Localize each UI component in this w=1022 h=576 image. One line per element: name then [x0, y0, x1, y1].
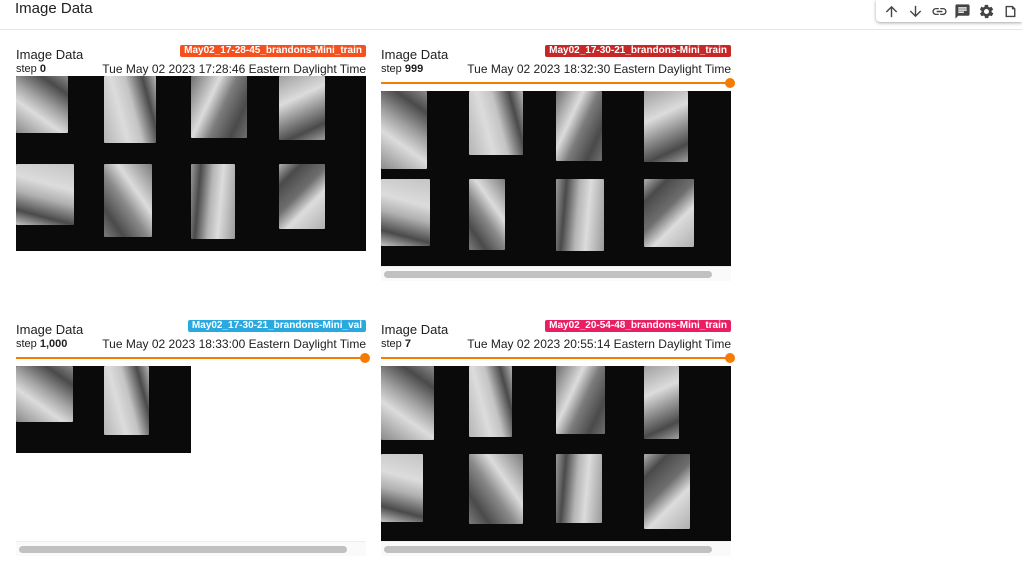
- step-label: step 1,000: [16, 338, 68, 350]
- image-thumbnail: [469, 91, 523, 155]
- run-tag: May02_17-28-45_brandons-Mini_train: [180, 45, 366, 57]
- image-thumbnail: [104, 164, 152, 237]
- page-title: Image Data: [15, 0, 93, 17]
- image-thumbnail: [381, 454, 423, 522]
- step-slider[interactable]: [381, 78, 735, 88]
- timestamp: Tue May 02 2023 17:28:46 Eastern Dayligh…: [102, 62, 366, 76]
- card-title: Image Data: [16, 322, 84, 337]
- horizontal-scrollbar[interactable]: [381, 266, 731, 281]
- run-tag: May02_17-30-21_brandons-Mini_val: [187, 320, 366, 332]
- image-card: Image Data May02_17-30-21_brandons-Mini_…: [16, 307, 370, 557]
- image-area: [381, 91, 731, 266]
- image-thumbnail: [469, 366, 512, 437]
- image-thumbnail: [191, 76, 247, 138]
- horizontal-scrollbar[interactable]: [381, 541, 731, 556]
- card-title: Image Data: [381, 322, 449, 337]
- step-slider[interactable]: [381, 353, 735, 363]
- image-thumbnail: [644, 91, 688, 162]
- link-icon[interactable]: [927, 0, 951, 22]
- card-title: Image Data: [381, 47, 449, 62]
- arrow-up-icon[interactable]: [880, 0, 904, 22]
- image-thumbnail: [556, 179, 604, 251]
- timestamp: Tue May 02 2023 18:32:30 Eastern Dayligh…: [467, 62, 731, 76]
- card-title: Image Data: [16, 47, 84, 62]
- image-thumbnail: [104, 366, 149, 435]
- card-toolbar: [876, 0, 1022, 22]
- image-thumbnail: [381, 179, 430, 246]
- slider-thumb[interactable]: [725, 353, 735, 363]
- image-thumbnail: [381, 91, 427, 169]
- image-card: Image Data May02_17-28-45_brandons-Mini_…: [16, 32, 366, 262]
- image-thumbnail: [469, 179, 505, 250]
- image-thumbnail: [279, 76, 325, 140]
- image-card: Image Data May02_20-54-48_brandons-Mini_…: [381, 307, 735, 557]
- arrow-down-icon[interactable]: [904, 0, 928, 22]
- gear-icon[interactable]: [975, 0, 999, 22]
- image-thumbnail: [556, 454, 602, 523]
- scrollbar-thumb[interactable]: [384, 546, 712, 553]
- timestamp: Tue May 02 2023 18:33:00 Eastern Dayligh…: [102, 337, 366, 351]
- image-card: Image Data May02_17-30-21_brandons-Mini_…: [381, 32, 735, 282]
- step-slider[interactable]: [16, 353, 370, 363]
- image-thumbnail: [556, 91, 602, 161]
- image-thumbnail: [556, 366, 605, 434]
- horizontal-scrollbar[interactable]: [16, 541, 366, 556]
- timestamp: Tue May 02 2023 20:55:14 Eastern Dayligh…: [467, 337, 731, 351]
- step-label: step 999: [381, 63, 424, 75]
- image-thumbnail: [16, 76, 68, 133]
- run-tag: May02_17-30-21_brandons-Mini_train: [545, 45, 731, 57]
- run-tag: May02_20-54-48_brandons-Mini_train: [545, 320, 731, 332]
- image-area: [16, 366, 366, 541]
- image-thumbnail: [191, 164, 235, 239]
- image-thumbnail: [16, 366, 73, 422]
- slider-thumb[interactable]: [360, 353, 370, 363]
- image-thumbnail: [644, 179, 694, 247]
- image-grid: [381, 366, 731, 541]
- image-grid: [16, 366, 191, 453]
- image-thumbnail: [644, 366, 679, 439]
- scrollbar-thumb[interactable]: [19, 546, 347, 553]
- header-divider: [0, 29, 1022, 30]
- image-grid: [381, 91, 731, 266]
- image-thumbnail: [644, 454, 690, 529]
- image-grid: [16, 76, 366, 251]
- image-thumbnail: [16, 164, 74, 225]
- more-icon[interactable]: [998, 0, 1022, 22]
- step-label: step 7: [381, 338, 411, 350]
- image-thumbnail: [469, 454, 523, 524]
- image-thumbnail: [104, 76, 156, 143]
- step-label: step 0: [16, 63, 46, 75]
- scrollbar-thumb[interactable]: [384, 271, 712, 278]
- image-area: [16, 76, 366, 251]
- image-thumbnail: [279, 164, 325, 229]
- image-area: [381, 366, 731, 541]
- comment-icon[interactable]: [951, 0, 975, 22]
- image-thumbnail: [381, 366, 434, 440]
- slider-thumb[interactable]: [725, 78, 735, 88]
